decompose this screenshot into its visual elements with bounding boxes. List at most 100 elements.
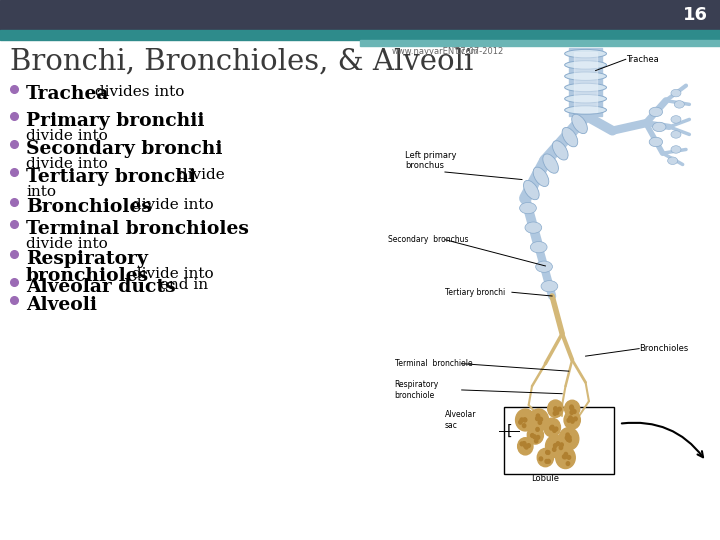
Ellipse shape: [523, 180, 539, 200]
Circle shape: [567, 437, 570, 441]
Ellipse shape: [531, 241, 547, 253]
Circle shape: [527, 426, 544, 444]
Circle shape: [554, 444, 557, 448]
Text: Secondary  bronchus: Secondary bronchus: [388, 235, 469, 244]
Circle shape: [519, 420, 522, 424]
Text: divide into: divide into: [127, 198, 214, 212]
Text: 16: 16: [683, 6, 708, 24]
Circle shape: [558, 407, 562, 411]
Circle shape: [523, 424, 526, 428]
Circle shape: [523, 418, 527, 422]
Circle shape: [564, 453, 567, 456]
Circle shape: [562, 455, 566, 458]
Text: Respiratory
bronchiole: Respiratory bronchiole: [395, 380, 439, 400]
Circle shape: [523, 418, 526, 422]
Bar: [0, 30, 720, 40]
Ellipse shape: [572, 114, 588, 133]
Circle shape: [572, 410, 576, 414]
Bar: [360, 40, 720, 46]
Text: Trachea: Trachea: [26, 85, 109, 103]
Circle shape: [553, 429, 556, 433]
Text: [: [: [507, 424, 513, 438]
Circle shape: [554, 407, 557, 410]
Circle shape: [567, 418, 570, 422]
Circle shape: [531, 434, 534, 437]
Text: Left primary
bronchus: Left primary bronchus: [405, 151, 456, 171]
Text: divide into: divide into: [127, 267, 214, 281]
Ellipse shape: [671, 131, 681, 138]
Circle shape: [536, 414, 540, 418]
Circle shape: [559, 428, 579, 450]
Circle shape: [550, 426, 554, 429]
Circle shape: [539, 417, 543, 421]
Circle shape: [560, 443, 563, 447]
Text: www.nayyarENT.com: www.nayyarENT.com: [392, 47, 480, 56]
Ellipse shape: [652, 122, 666, 132]
Text: 17-07-2012: 17-07-2012: [455, 47, 503, 56]
Circle shape: [538, 417, 541, 421]
Text: Trachea: Trachea: [626, 55, 659, 64]
Circle shape: [568, 438, 571, 442]
Circle shape: [566, 433, 570, 437]
Circle shape: [518, 438, 533, 455]
Circle shape: [546, 450, 549, 454]
Circle shape: [536, 417, 539, 421]
Circle shape: [547, 460, 550, 463]
Circle shape: [539, 457, 543, 461]
Bar: [574, 52, 598, 112]
Circle shape: [521, 442, 523, 446]
Ellipse shape: [543, 154, 559, 173]
Circle shape: [538, 421, 541, 424]
Circle shape: [556, 447, 575, 469]
Circle shape: [516, 409, 535, 431]
Circle shape: [527, 444, 531, 448]
Circle shape: [570, 407, 574, 410]
Ellipse shape: [534, 167, 549, 186]
Text: divides into: divides into: [91, 85, 185, 99]
Text: Lobule: Lobule: [531, 474, 559, 483]
Text: end in: end in: [155, 278, 208, 292]
Circle shape: [534, 439, 538, 443]
Text: Terminal bronchioles: Terminal bronchioles: [26, 220, 249, 238]
Ellipse shape: [564, 60, 606, 69]
Circle shape: [570, 406, 573, 410]
Circle shape: [553, 411, 557, 415]
Circle shape: [537, 448, 554, 467]
Circle shape: [554, 427, 558, 431]
Circle shape: [566, 462, 570, 465]
Bar: [569, 48, 603, 116]
Circle shape: [567, 436, 571, 440]
Circle shape: [536, 428, 539, 431]
Text: Alveolar
sac: Alveolar sac: [445, 410, 477, 430]
Circle shape: [546, 451, 550, 455]
Text: Alveoli: Alveoli: [26, 296, 97, 314]
Circle shape: [570, 410, 573, 414]
Text: divide into: divide into: [26, 157, 108, 171]
Text: Terminal  bronchiole: Terminal bronchiole: [395, 359, 472, 368]
Text: divide into: divide into: [26, 129, 108, 143]
Ellipse shape: [562, 127, 577, 147]
Text: Tertiary bronchi: Tertiary bronchi: [26, 168, 196, 186]
Text: into: into: [26, 185, 56, 199]
Ellipse shape: [564, 83, 606, 92]
Circle shape: [551, 426, 554, 429]
Circle shape: [571, 420, 574, 423]
Circle shape: [523, 442, 526, 446]
Circle shape: [523, 444, 527, 448]
Ellipse shape: [541, 281, 558, 292]
Circle shape: [545, 460, 549, 463]
Bar: [0, 0, 720, 30]
Text: Secondary bronchi: Secondary bronchi: [26, 140, 222, 158]
Circle shape: [544, 418, 560, 437]
Ellipse shape: [552, 141, 568, 160]
Text: bronchioles: bronchioles: [26, 267, 149, 285]
Circle shape: [559, 446, 562, 449]
Circle shape: [554, 407, 557, 411]
Circle shape: [564, 411, 580, 429]
Circle shape: [564, 400, 580, 417]
Ellipse shape: [520, 202, 536, 214]
Ellipse shape: [564, 106, 606, 114]
Circle shape: [565, 436, 569, 440]
Circle shape: [574, 417, 577, 421]
Circle shape: [552, 448, 556, 451]
